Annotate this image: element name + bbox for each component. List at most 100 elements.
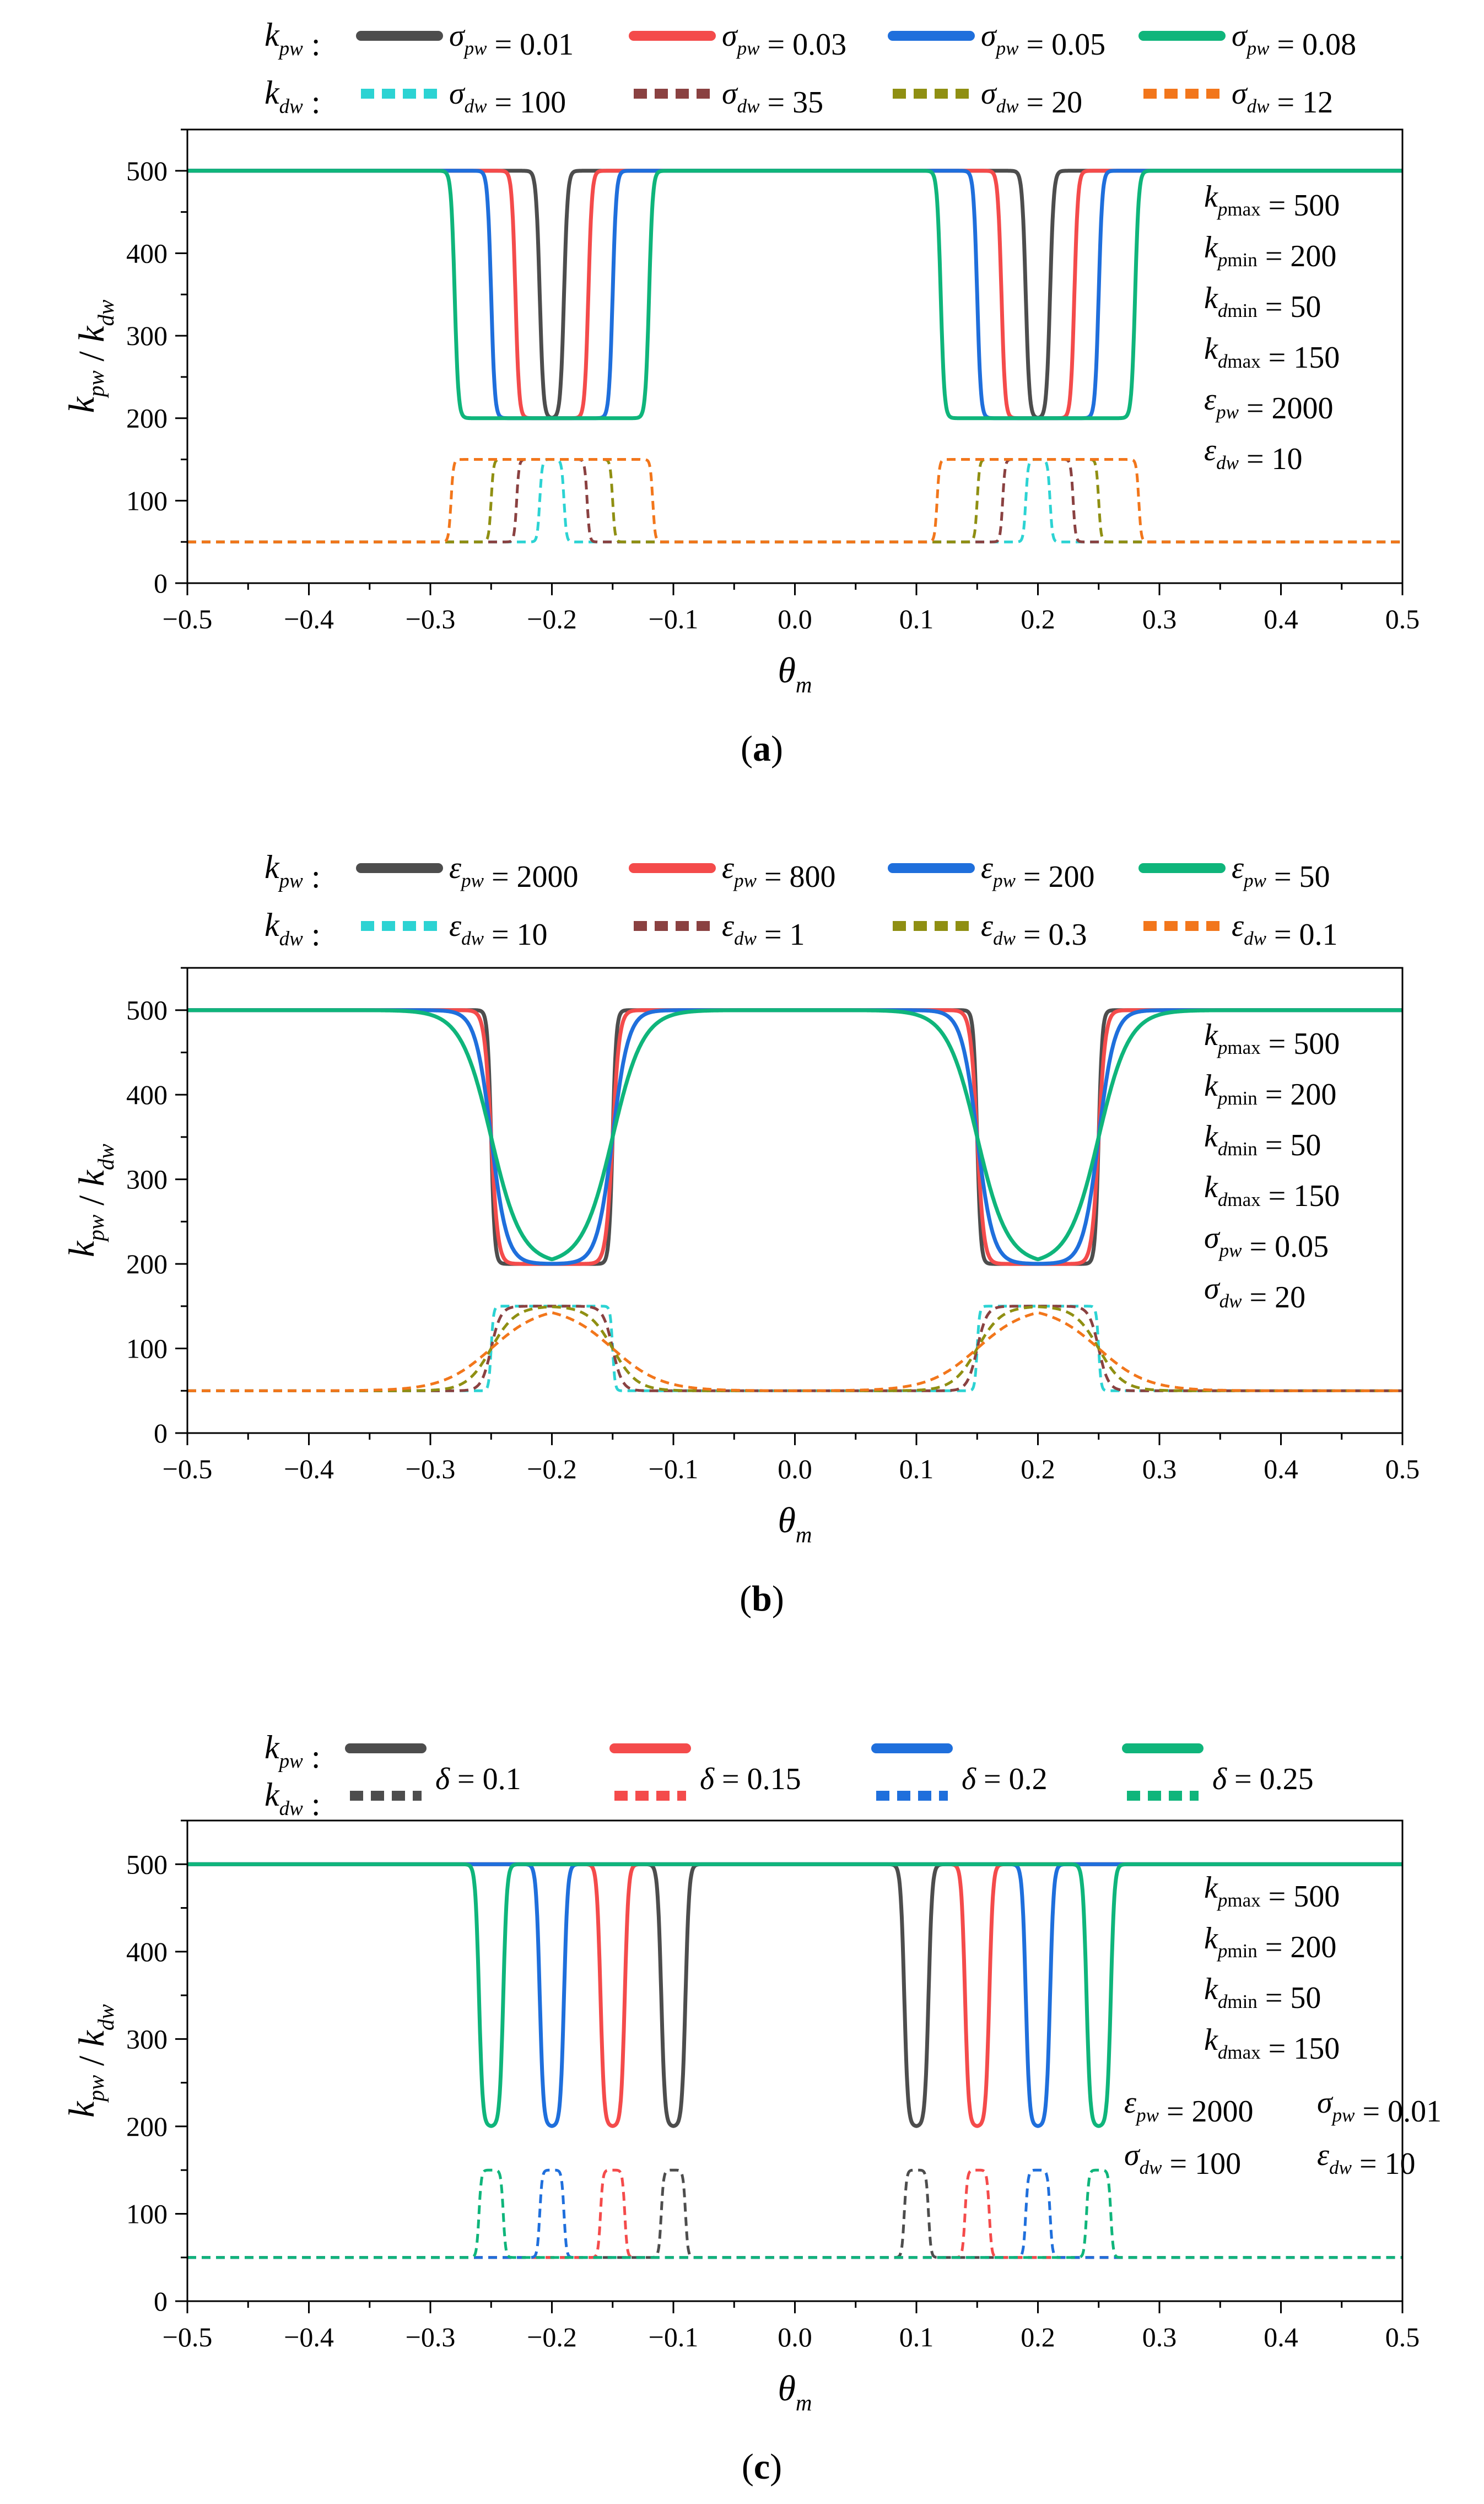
series-line-kdw-7 [187, 1305, 1402, 1392]
y-tick-label: 100 [126, 2198, 168, 2229]
legend-label: σdw = 35 [722, 77, 823, 120]
param-text: εdw = 10 [1317, 2138, 1416, 2181]
param-text: kdmin = 50 [1204, 281, 1321, 324]
y-tick-label: 200 [126, 403, 168, 434]
y-tick-label: 0 [154, 568, 168, 599]
y-tick-label: 100 [126, 485, 168, 516]
y-tick-label: 300 [126, 1164, 168, 1195]
legend-label: σpw = 0.01 [449, 19, 574, 62]
x-axis-title: θm [778, 650, 812, 697]
legend-label: εpw = 200 [981, 851, 1095, 894]
legend-label: εdw = 1 [722, 909, 805, 952]
y-tick-label: 0 [154, 2286, 168, 2317]
legend-label: σpw = 0.08 [1232, 19, 1356, 62]
x-tick-label: −0.2 [527, 2322, 577, 2352]
series-line-kdw-8 [187, 1311, 1402, 1392]
y-tick-label: 200 [126, 1248, 168, 1279]
legend-label: δ = 0.15 [700, 1762, 801, 1796]
param-text: σdw = 20 [1204, 1272, 1305, 1315]
x-tick-label: −0.1 [649, 2322, 699, 2352]
legend-label: εdw = 0.1 [1232, 909, 1338, 952]
y-tick-label: 400 [126, 1936, 168, 1967]
series-line-kpw-4 [187, 169, 1402, 421]
legend-label: σdw = 12 [1232, 77, 1333, 120]
x-tick-label: 0.1 [899, 604, 934, 634]
param-text: kpmax = 500 [1204, 1018, 1340, 1061]
param-text: εpw = 2000 [1124, 2086, 1254, 2129]
series-line-kdw-5 [187, 2168, 1402, 2259]
series-group [187, 169, 1402, 543]
x-tick-label: −0.3 [406, 604, 456, 634]
param-text: σpw = 0.05 [1204, 1221, 1329, 1264]
legend-group-label: kdw : [265, 74, 321, 120]
legend-label: δ = 0.1 [435, 1762, 521, 1796]
series-line-kdw-7 [187, 2168, 1402, 2259]
legend-label: εdw = 0.3 [981, 909, 1087, 952]
param-text: εpw = 2000 [1204, 383, 1334, 426]
x-tick-label: −0.5 [163, 2322, 213, 2352]
legend: kpw : kdw : εpw = 2000 εpw = 800 εpw = 200 εp… [265, 849, 1338, 952]
y-tick-label: 500 [126, 155, 168, 186]
panel-label: (c) [742, 2447, 782, 2487]
param-text: kdmax = 150 [1204, 2023, 1340, 2066]
x-tick-label: 0.2 [1021, 2322, 1055, 2352]
x-tick-label: 0.5 [1385, 2322, 1420, 2352]
y-axis-title: kpw / kdw [62, 1144, 118, 1257]
param-text: σpw = 0.01 [1317, 2086, 1442, 2129]
x-tick-label: −0.3 [406, 1453, 456, 1484]
x-tick-label: 0.5 [1385, 1453, 1420, 1484]
legend-group-label: kpw : [265, 1729, 321, 1775]
x-tick-label: 0.0 [778, 604, 812, 634]
x-tick-label: 0.2 [1021, 1453, 1055, 1484]
svg-text:kpw / kdw: kpw / kdw [62, 1144, 118, 1257]
legend: kpw : kdw : σpw = 0.01 σpw = 0.03 σpw = 0.05… [265, 17, 1356, 120]
x-tick-label: 0.3 [1142, 2322, 1177, 2352]
param-text: kpmin = 200 [1204, 1921, 1336, 1964]
param-text: kpmax = 500 [1204, 180, 1340, 223]
series-line-kdw-6 [187, 2168, 1402, 2259]
y-axis-title: kpw / kdw [62, 299, 118, 413]
series-line-kpw-4 [187, 1862, 1402, 2128]
param-text: kpmin = 200 [1204, 230, 1336, 273]
series-group [187, 1008, 1402, 1392]
legend-label: σpw = 0.03 [722, 19, 846, 62]
x-tick-label: −0.5 [163, 1453, 213, 1484]
x-tick-label: 0.5 [1385, 604, 1420, 634]
x-tick-label: −0.2 [527, 1453, 577, 1484]
param-text: kdmax = 150 [1204, 332, 1340, 375]
series-line-kpw-4 [187, 1008, 1402, 1262]
legend-label: σdw = 100 [449, 77, 566, 120]
x-tick-label: 0.4 [1264, 1453, 1298, 1484]
x-tick-label: 0.4 [1264, 2322, 1298, 2352]
x-tick-label: 0.2 [1021, 604, 1055, 634]
x-tick-label: −0.1 [649, 1453, 699, 1484]
legend-label: εpw = 800 [722, 851, 836, 894]
y-tick-label: 100 [126, 1333, 168, 1364]
param-text: kpmin = 200 [1204, 1069, 1336, 1112]
legend-label: δ = 0.25 [1212, 1762, 1314, 1796]
param-text: kpmax = 500 [1204, 1871, 1340, 1914]
y-tick-label: 200 [126, 2111, 168, 2142]
y-tick-label: 400 [126, 238, 168, 268]
y-tick-label: 300 [126, 320, 168, 351]
y-tick-label: 500 [126, 995, 168, 1026]
x-tick-label: 0.3 [1142, 604, 1177, 634]
x-tick-label: −0.5 [163, 604, 213, 634]
y-tick-label: 300 [126, 2023, 168, 2054]
x-tick-label: 0.0 [778, 2322, 812, 2352]
x-tick-label: −0.4 [284, 604, 334, 634]
x-axis-title: θm [778, 1500, 812, 1547]
legend-label: δ = 0.2 [962, 1762, 1048, 1796]
x-tick-label: 0.1 [899, 1453, 934, 1484]
legend-group-label: kdw : [265, 907, 321, 952]
y-tick-label: 500 [126, 1849, 168, 1880]
panel-label: (b) [740, 1579, 784, 1619]
x-tick-label: 0.1 [899, 2322, 934, 2352]
y-tick-label: 400 [126, 1079, 168, 1110]
legend-label: εpw = 50 [1232, 851, 1330, 894]
x-tick-label: −0.4 [284, 1453, 334, 1484]
series-line-kdw-8 [187, 2168, 1402, 2259]
x-tick-label: 0.4 [1264, 604, 1298, 634]
series-line-kdw-5 [187, 1305, 1402, 1392]
